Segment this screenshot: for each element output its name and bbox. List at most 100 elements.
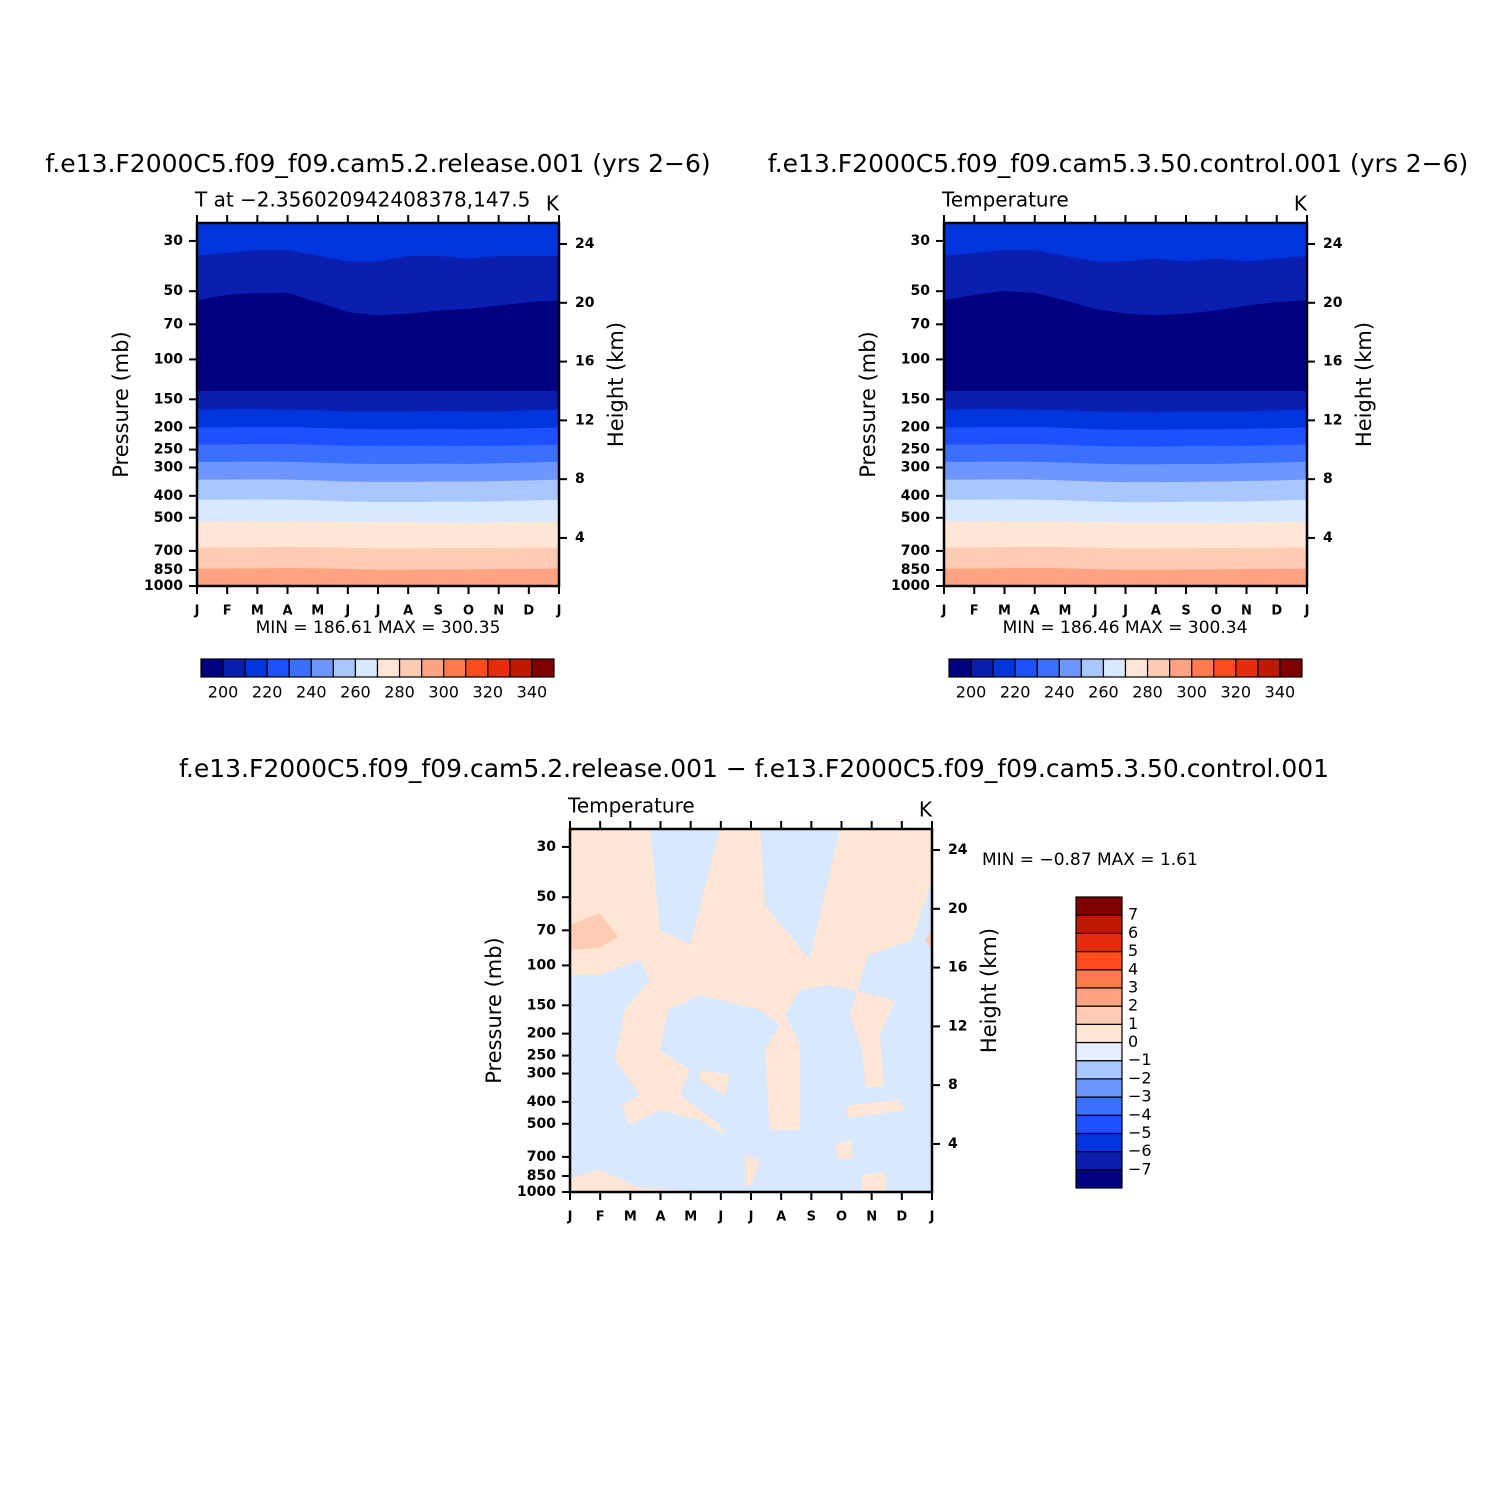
y-tick-label: 200 — [901, 420, 930, 436]
y-tick-label: 250 — [901, 442, 930, 458]
x-tick-label: J — [748, 1210, 754, 1225]
colorbar-label: 6 — [1128, 923, 1138, 942]
y2-tick-label: 20 — [575, 295, 595, 311]
colorbar-label: 200 — [208, 683, 239, 702]
right-string: K — [546, 192, 560, 216]
y-tick-label: 70 — [537, 922, 557, 938]
colorbar-box — [1036, 658, 1060, 678]
right-string: K — [1294, 192, 1308, 216]
x-tick-label: J — [194, 604, 200, 619]
y-axis-label: Pressure (mb) — [109, 331, 133, 478]
y2-tick-label: 8 — [1323, 471, 1333, 487]
colorbar-label: 320 — [473, 683, 504, 702]
y2-tick-label: 8 — [575, 471, 585, 487]
y-tick-label: 850 — [901, 562, 930, 578]
x-tick-label: J — [556, 604, 562, 619]
y2-tick-label: 24 — [948, 842, 968, 858]
x-tick-label: F — [596, 1210, 605, 1225]
y-tick-label: 1000 — [891, 578, 930, 594]
right-string: K — [919, 798, 933, 822]
y2-tick-label: 16 — [948, 960, 967, 976]
y2-tick-label: 4 — [948, 1136, 958, 1152]
x-tick-label: A — [776, 1210, 786, 1225]
colorbar-box — [1235, 658, 1259, 678]
colorbar-box — [1191, 658, 1215, 678]
y-tick-label: 250 — [527, 1048, 556, 1064]
x-tick-label: J — [567, 1210, 573, 1225]
y2-tick-label: 20 — [948, 901, 968, 917]
x-tick-label: A — [1030, 604, 1040, 619]
contour-band — [944, 568, 1307, 586]
colorbar-box — [310, 658, 334, 678]
y-tick-label: 30 — [537, 839, 557, 855]
x-tick-label: A — [403, 604, 413, 619]
x-tick-label: A — [282, 604, 292, 619]
x-tick-label: N — [1241, 604, 1252, 619]
x-tick-label: J — [941, 604, 947, 619]
colorbar-label: −5 — [1128, 1123, 1152, 1142]
left-string: T at −2.356020942408378,147.5 — [194, 188, 530, 212]
y2-tick-label: 16 — [575, 354, 594, 370]
colorbar-box — [1075, 1151, 1123, 1171]
colorbar-box — [244, 658, 268, 678]
y-tick-label: 400 — [527, 1094, 556, 1110]
y-tick-label: 850 — [154, 562, 183, 578]
y-tick-label: 200 — [154, 420, 183, 436]
y-tick-label: 100 — [901, 351, 930, 367]
y2-tick-label: 4 — [1323, 530, 1333, 546]
colorbar-box — [266, 658, 290, 678]
colorbar-label: 7 — [1128, 905, 1138, 924]
colorbar-label: 280 — [1132, 683, 1163, 702]
y-tick-label: 70 — [164, 316, 184, 332]
colorbar-box — [443, 658, 467, 678]
chart-title: f.e13.F2000C5.f09_f09.cam5.2.release.001… — [45, 149, 710, 178]
x-tick-label: O — [1211, 604, 1222, 619]
colorbar-box — [1075, 1096, 1123, 1116]
colorbar-box — [1102, 658, 1127, 678]
contour-region — [862, 1171, 886, 1191]
y-tick-label: 30 — [164, 233, 184, 249]
y-tick-label: 200 — [527, 1026, 556, 1042]
y-tick-label: 150 — [527, 997, 556, 1013]
x-tick-label: S — [1181, 604, 1190, 619]
colorbar-label: 260 — [1088, 683, 1119, 702]
colorbar-label: 0 — [1128, 1032, 1138, 1051]
left-string: Temperature — [567, 794, 695, 818]
colorbar-box — [398, 658, 423, 678]
y2-tick-label: 20 — [1323, 295, 1343, 311]
plot-area — [197, 223, 559, 586]
chart-title: f.e13.F2000C5.f09_f09.cam5.3.50.control.… — [768, 149, 1469, 178]
x-tick-label: J — [344, 604, 350, 619]
colorbar-label: 300 — [428, 683, 459, 702]
colorbar-box — [487, 658, 511, 678]
colorbar-label: 340 — [517, 683, 548, 702]
colorbar-box — [1075, 1060, 1123, 1080]
min-max-stats: MIN = 186.61 MAX = 300.35 — [256, 618, 501, 638]
y2-tick-label: 12 — [948, 1018, 967, 1034]
contour-region — [570, 829, 932, 1135]
y-tick-label: 300 — [527, 1066, 556, 1082]
colorbar-label: 340 — [1265, 683, 1296, 702]
y-tick-label: 1000 — [144, 578, 183, 594]
y-tick-label: 300 — [154, 460, 183, 476]
colorbar-box — [1075, 987, 1123, 1007]
x-tick-label: O — [836, 1210, 847, 1225]
colorbar-box — [1075, 914, 1123, 934]
x-tick-label: D — [1271, 604, 1282, 619]
colorbar-box — [1075, 896, 1123, 916]
colorbar-box — [1075, 1005, 1123, 1025]
y-tick-label: 850 — [527, 1168, 556, 1184]
colorbar-box — [1075, 1023, 1123, 1044]
x-tick-label: M — [684, 1210, 697, 1225]
colorbar-box — [1075, 969, 1123, 989]
y2-axis-label: Height (km) — [977, 928, 1001, 1053]
y-tick-label: 500 — [901, 510, 930, 526]
contour-band — [197, 568, 559, 586]
colorbar-label: −4 — [1128, 1105, 1152, 1124]
y-tick-label: 400 — [901, 488, 930, 504]
colorbar-box — [1014, 658, 1038, 678]
colorbar-label: 3 — [1128, 977, 1138, 996]
x-tick-label: A — [655, 1210, 665, 1225]
x-tick-label: A — [1151, 604, 1161, 619]
